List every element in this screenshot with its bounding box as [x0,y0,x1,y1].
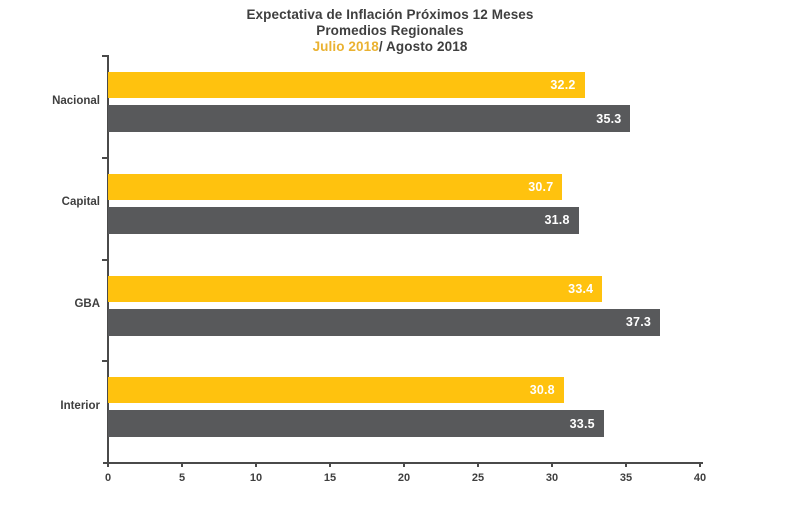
x-axis-tick [329,462,331,467]
bar-julio-capital: 30.7 [108,173,563,200]
bar-julio-gba: 33.4 [108,275,603,302]
bar-value-label: 33.4 [568,281,594,296]
x-axis-tick [477,462,479,467]
bar-agosto-capital: 31.8 [108,206,579,234]
legend-agosto-label: / Agosto 2018 [378,39,468,54]
y-axis-tick [102,55,108,57]
bar-julio-interior: 30.8 [108,377,564,404]
x-axis-tick [699,462,701,467]
x-tick-label: 40 [693,472,707,484]
x-tick-label: 15 [323,472,337,484]
category-label-nacional: Nacional [52,94,100,107]
y-axis-tick [102,258,108,261]
chart-legend-line: Julio 2018/ Agosto 2018 [0,39,780,55]
x-axis-tick [255,462,257,467]
chart-title-line2: Promedios Regionales [316,23,464,38]
x-tick-label: 10 [249,472,263,484]
x-axis-tick [403,462,405,467]
bar-value-label: 30.8 [529,383,555,398]
category-label-gba: GBA [74,298,100,310]
bar-value-label: 33.5 [569,416,595,431]
category-label-capital: Capital [61,196,100,209]
bar-agosto-gba: 37.3 [108,308,661,336]
x-tick-label: 20 [397,472,411,484]
x-tick-label: 25 [471,472,485,484]
bar-value-label: 35.3 [596,111,622,126]
y-axis-tick [102,360,108,363]
x-tick-label: 0 [104,472,112,484]
legend-julio-label: Julio 2018 [312,39,379,54]
x-axis-tick [181,462,183,467]
bar-value-label: 37.3 [625,315,652,329]
x-tick-label: 35 [619,472,633,484]
bar-agosto-interior: 33.5 [108,410,604,438]
x-tick-label: 30 [545,472,559,484]
x-axis-tick [551,462,553,467]
bar-value-label: 30.7 [528,179,554,194]
category-label-interior: Interior [60,399,100,412]
bar-value-label: 31.8 [544,213,570,228]
chart-title: Expectativa de Inflación Próximos 12 Mes… [0,7,780,55]
y-axis-tick [102,156,108,159]
x-tick-label: 5 [178,472,186,484]
chart-title-line1: Expectativa de Inflación Próximos 12 Mes… [246,7,534,22]
x-axis-tick [107,462,109,467]
y-axis-line [107,55,109,463]
x-axis-tick [625,462,627,467]
bar-value-label: 32.2 [550,78,576,92]
bar-julio-nacional: 32.2 [108,72,585,98]
bar-agosto-nacional: 35.3 [108,105,631,132]
